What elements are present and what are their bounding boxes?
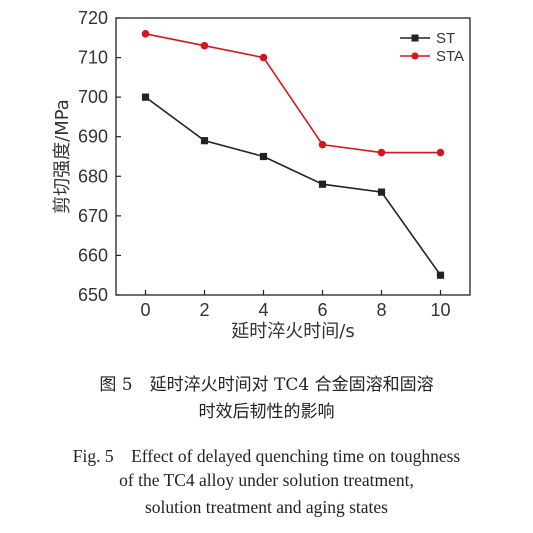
series-sta-point	[436, 148, 445, 157]
series-st-point	[200, 137, 209, 145]
legend-item-sta: STA	[400, 48, 464, 65]
x-tick-label: 8	[376, 300, 386, 320]
series-st-point	[377, 188, 386, 196]
chart-series	[141, 30, 445, 279]
chart-axes: 650 660 670 680 690 700 710 720 0 2 4 6 8 10	[78, 8, 471, 320]
series-sta-point	[318, 140, 327, 149]
caption-zh-line-2: 时效后韧性的影响	[198, 402, 335, 422]
x-tick-label: 4	[258, 300, 268, 320]
legend-item-st: ST	[400, 30, 455, 47]
series-sta	[141, 30, 445, 157]
y-tick-label: 700	[78, 87, 108, 107]
caption-en-line-1: Fig. 5 Effect of delayed quenching time …	[72, 446, 461, 466]
plot-frame	[115, 17, 471, 296]
y-tick-label: 660	[78, 245, 108, 265]
caption-en-line-3: solution treatment and aging states	[144, 497, 388, 517]
series-sta-point	[141, 30, 150, 38]
series-st-point	[318, 180, 327, 188]
y-tick-label: 650	[78, 285, 108, 305]
series-st-point	[141, 93, 150, 101]
y-tick-label: 670	[78, 206, 108, 226]
x-tick-label: 2	[199, 300, 209, 320]
x-tick-label: 10	[430, 300, 450, 320]
x-tick-label: 0	[140, 300, 150, 320]
legend-label-st: ST	[436, 30, 455, 47]
series-sta-point	[259, 53, 268, 62]
y-tick-label: 720	[78, 8, 108, 28]
caption-en-line-2: of the TC4 alloy under solution treatmen…	[119, 470, 414, 490]
caption-zh-line-1: 图 5 延时淬火时间对 TC4 合金固溶和固溶	[99, 375, 434, 395]
legend-marker-sta	[411, 52, 419, 60]
legend-marker-st	[411, 34, 419, 42]
y-tick-label: 710	[78, 48, 108, 68]
y-tick-label: 690	[78, 127, 108, 147]
series-st-point	[259, 152, 268, 161]
series-st-point	[436, 271, 445, 279]
series-sta-point	[200, 41, 209, 50]
x-axis-label: 延时淬火时间/s	[231, 321, 354, 342]
series-st-line	[145, 96, 442, 276]
x-tick-label: 6	[317, 300, 327, 320]
series-sta-point	[377, 148, 386, 157]
series-st	[141, 93, 445, 279]
y-axis-label: 剪切强度/MPa	[52, 99, 73, 214]
y-tick-label: 680	[78, 166, 108, 186]
series-sta-line	[145, 33, 441, 154]
legend-label-sta: STA	[436, 48, 464, 65]
